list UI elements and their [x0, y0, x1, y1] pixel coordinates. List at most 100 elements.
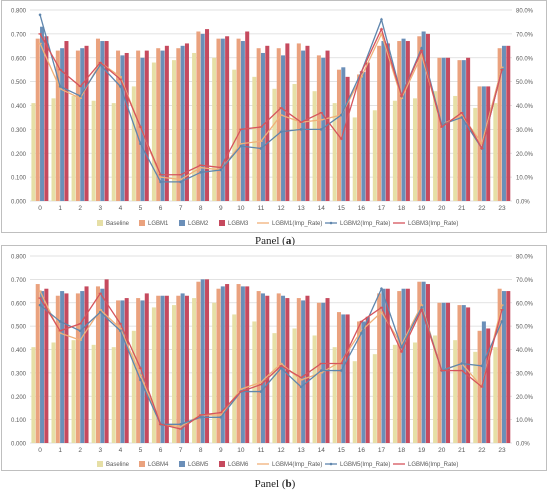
bar-baseline-18 [392, 100, 397, 201]
y2-tick-label: 10.0% [516, 418, 534, 424]
bar-lgbm5-11 [260, 293, 265, 443]
bar-lgbm2-9 [220, 38, 225, 202]
point-lgbm2-imp-rate--2 [78, 94, 82, 98]
bar-lgbm1-19 [417, 36, 422, 202]
bar-lgbm5-21 [461, 305, 466, 443]
x-tick-label: 22 [478, 205, 486, 212]
bar-baseline-12 [272, 333, 277, 443]
caption-panel-b: Panel (b) [0, 478, 550, 490]
x-tick-label: 17 [378, 447, 386, 454]
chart-panel-a: 0.000 0.100 0.200 0.300 0.400 0.500 0.600 0.700… [11, 9, 534, 228]
bar-lgbm6-18 [405, 288, 410, 443]
x-tick-label: 4 [119, 447, 123, 454]
point-lgbm2-imp-rate--13 [299, 128, 303, 131]
point-lgbm2-imp-rate--6 [159, 180, 162, 184]
point-lgbm5-imp-rate--23 [500, 320, 504, 323]
caption-panel-a: Panel (a) [0, 235, 550, 247]
point-lgbm2-imp-rate--17 [380, 18, 383, 21]
bar-lgbm6-16 [365, 316, 370, 443]
bar-lgbm2-7 [180, 45, 185, 201]
x-tick-label: 10 [237, 205, 245, 212]
point-lgbm2-imp-rate--0 [38, 13, 42, 17]
bar-lgbm4-18 [397, 291, 402, 443]
bar-lgbm3-5 [144, 50, 149, 202]
y-tick-label: 0.200 [11, 395, 27, 401]
point-lgbm5-imp-rate--3 [98, 310, 102, 314]
y2-tick-label: 50.0% [516, 325, 534, 331]
y-tick-label: 0.500 [11, 80, 27, 86]
bar-lgbm5-23 [501, 291, 506, 443]
bar-lgbm2-13 [301, 50, 306, 202]
legend-label: LGBM5(Imp_Rate) [340, 462, 390, 468]
panel-b: 0.000 0.100 0.200 0.300 0.400 0.500 0.600 0.700… [1, 245, 547, 471]
bar-lgbm1-2 [75, 50, 80, 202]
point-lgbm5-imp-rate--1 [58, 320, 62, 323]
x-tick-label: 1 [58, 447, 62, 454]
bar-lgbm4-2 [75, 293, 80, 443]
point-lgbm5-imp-rate--16 [360, 331, 363, 335]
bar-lgbm2-0 [40, 26, 45, 202]
x-tick-label: 18 [398, 205, 406, 212]
bar-baseline-3 [91, 100, 96, 201]
y-tick-label: 0.000 [11, 442, 27, 448]
y2-tick-label: 80.0% [516, 9, 534, 15]
bar-lgbm1-6 [156, 48, 161, 202]
y2-tick-label: 40.0% [516, 104, 534, 110]
point-lgbm2-imp-rate--11 [259, 147, 263, 150]
legend-swatch-lgbm6 [219, 461, 225, 467]
point-lgbm5-imp-rate--15 [339, 369, 343, 372]
bar-baseline-8 [192, 298, 197, 443]
bar-lgbm6-22 [486, 328, 491, 443]
point-lgbm2-imp-rate--19 [420, 46, 423, 50]
bar-lgbm6-15 [345, 314, 350, 443]
bar-lgbm4-21 [457, 305, 462, 443]
legend-label: LGBM3(Imp_Rate) [408, 221, 458, 227]
bar-lgbm2-1 [60, 48, 65, 202]
bar-lgbm3-3 [104, 41, 109, 201]
bar-lgbm1-13 [296, 43, 301, 201]
legend-label: LGBM5 [188, 462, 209, 468]
bar-baseline-15 [332, 103, 337, 201]
x-tick-label: 18 [398, 447, 406, 454]
x-tick-label: 14 [318, 447, 326, 454]
point-lgbm5-imp-rate--13 [299, 385, 303, 389]
bar-baseline-7 [171, 305, 177, 443]
x-tick-label: 21 [458, 447, 466, 454]
bar-lgbm1-0 [35, 38, 40, 202]
bar-lgbm5-13 [301, 300, 306, 443]
legend-label: LGBM6 [228, 462, 249, 468]
point-lgbm5-imp-rate--14 [319, 369, 323, 372]
legend-label: Baseline [106, 462, 130, 468]
x-tick-label: 2 [78, 447, 82, 454]
bar-baseline-19 [412, 98, 418, 201]
bar-lgbm4-4 [116, 300, 121, 443]
point-lgbm5-imp-rate--4 [119, 329, 122, 333]
bar-lgbm2-18 [401, 38, 406, 202]
bar-lgbm4-13 [296, 298, 301, 443]
bar-baseline-5 [131, 330, 136, 443]
bar-lgbm5-8 [200, 279, 205, 443]
x-tick-label: 9 [219, 205, 223, 212]
y2-tick-label: 20.0% [516, 395, 534, 401]
y2-tick-label: 0.0% [516, 200, 530, 206]
bar-lgbm3-4 [124, 52, 129, 201]
bar-lgbm5-16 [361, 321, 366, 443]
y-tick-label: 0.500 [11, 325, 27, 331]
bar-lgbm3-7 [184, 43, 189, 201]
bar-lgbm6-13 [305, 295, 310, 443]
y2-tick-label: 40.0% [516, 348, 534, 354]
bar-baseline-20 [433, 91, 438, 201]
bar-lgbm3-1 [64, 41, 69, 201]
y-tick-label: 0.200 [11, 152, 27, 158]
bar-lgbm6-4 [124, 298, 129, 443]
bar-lgbm6-12 [285, 298, 290, 443]
bar-baseline-23 [493, 347, 498, 443]
bar-baseline-0 [31, 103, 36, 201]
bar-baseline-14 [312, 335, 317, 443]
bar-lgbm5-10 [240, 286, 245, 443]
point-lgbm2-imp-rate--15 [339, 113, 343, 117]
legend-label: LGBM2(Imp_Rate) [340, 221, 390, 227]
point-lgbm5-imp-rate--0 [38, 303, 42, 307]
bar-lgbm1-23 [497, 48, 502, 202]
legend-marker [329, 221, 333, 225]
